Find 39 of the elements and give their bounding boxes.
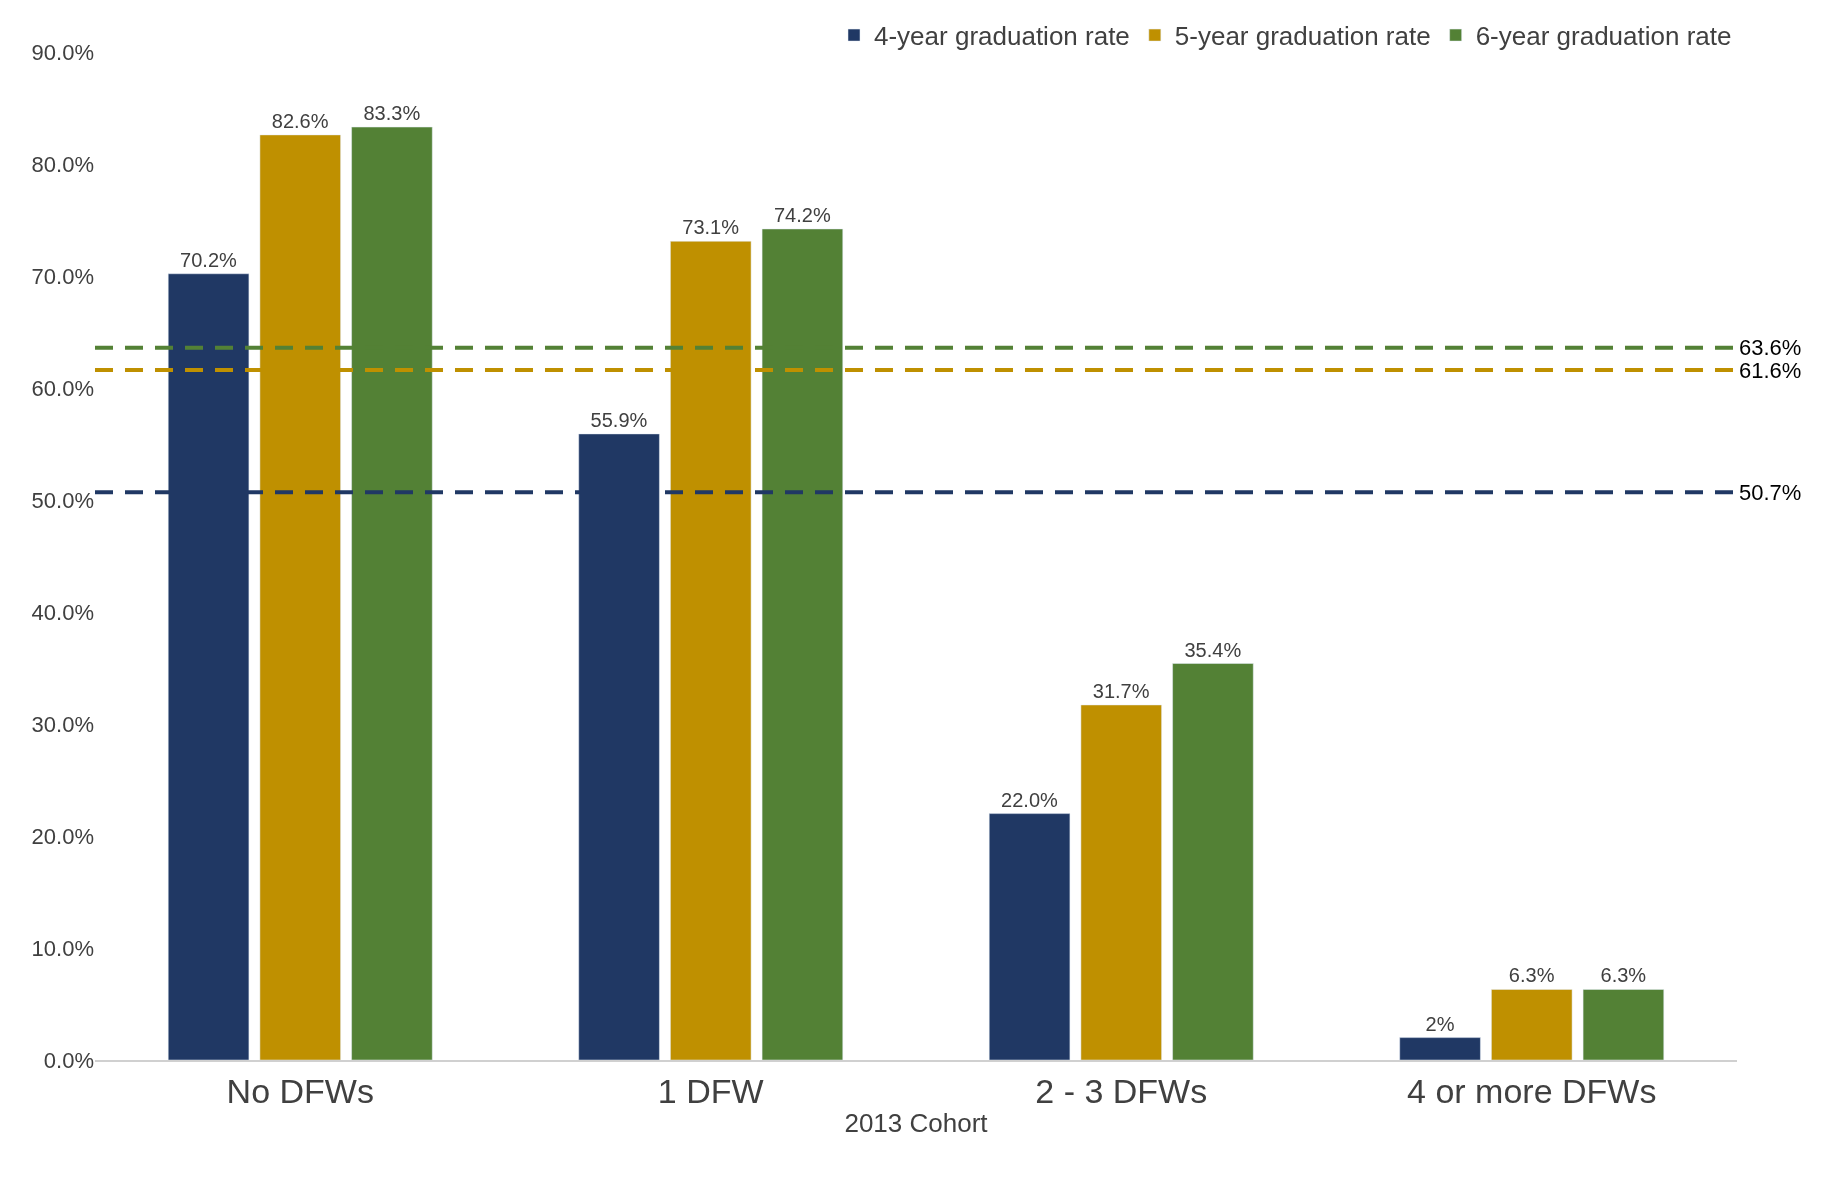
y-tick-label: 40.0% bbox=[31, 599, 94, 625]
bar bbox=[1491, 989, 1573, 1060]
ref-line-label: 63.6% bbox=[1739, 335, 1802, 360]
bar bbox=[1080, 704, 1162, 1060]
y-tick-label: 10.0% bbox=[31, 935, 94, 961]
data-label: 70.2% bbox=[180, 248, 238, 271]
data-label: 31.7% bbox=[1092, 679, 1150, 702]
bar bbox=[1582, 989, 1665, 1060]
ref-line-label: 61.6% bbox=[1739, 358, 1802, 383]
data-label: 2% bbox=[1425, 1012, 1455, 1035]
x-tick-label: 2 - 3 DFWs bbox=[1035, 1071, 1208, 1110]
data-label: 55.9% bbox=[590, 408, 648, 431]
y-tick-label: 0.0% bbox=[43, 1047, 94, 1073]
x-axis-title: 2013 Cohort bbox=[844, 1108, 989, 1138]
legend-label: 4-year graduation rate bbox=[874, 21, 1130, 52]
bar bbox=[1172, 663, 1254, 1060]
data-label: 82.6% bbox=[271, 109, 329, 132]
data-label: 6.3% bbox=[1508, 964, 1555, 987]
y-tick-label: 70.0% bbox=[31, 263, 94, 289]
y-tick-label: 20.0% bbox=[31, 823, 94, 849]
ref-line-label: 50.7% bbox=[1739, 480, 1802, 505]
data-label: 35.4% bbox=[1184, 638, 1242, 661]
x-tick-label: No DFWs bbox=[226, 1071, 374, 1110]
y-tick-label: 60.0% bbox=[31, 375, 94, 401]
bar bbox=[1399, 1037, 1481, 1060]
y-tick-label: 50.0% bbox=[31, 487, 94, 513]
y-tick-label: 90.0% bbox=[31, 39, 94, 65]
y-tick-label: 30.0% bbox=[31, 711, 94, 737]
legend-label: 5-year graduation rate bbox=[1174, 21, 1431, 52]
bar bbox=[988, 813, 1071, 1060]
data-label: 6.3% bbox=[1600, 964, 1647, 987]
legend-label: 6-year graduation rate bbox=[1475, 21, 1732, 52]
data-label: 83.3% bbox=[363, 102, 421, 125]
data-label: 74.2% bbox=[773, 203, 831, 226]
y-tick-label: 80.0% bbox=[31, 151, 94, 177]
data-label: 22.0% bbox=[1001, 788, 1059, 811]
x-tick-label: 4 or more DFWs bbox=[1407, 1071, 1657, 1110]
data-label: 73.1% bbox=[682, 216, 740, 239]
x-tick-label: 1 DFW bbox=[657, 1071, 764, 1110]
